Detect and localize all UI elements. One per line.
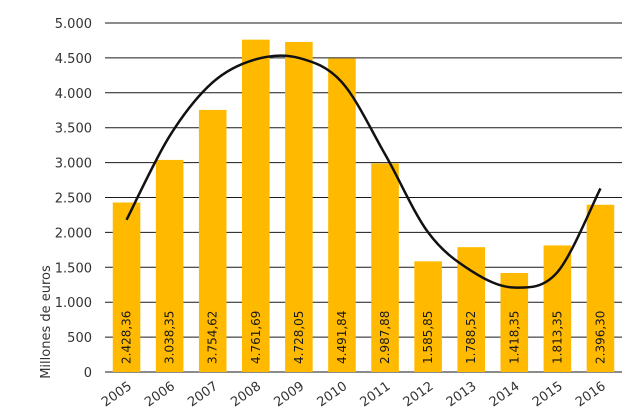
bar-data-label: 2.428,36 bbox=[120, 311, 134, 364]
bar bbox=[500, 272, 529, 372]
bar-data-labels: 2.428,36 3.038,35 3.754,62 4.761,69 4.728,05… bbox=[120, 311, 608, 364]
x-tick-label: 2014 bbox=[487, 379, 523, 410]
gridlines bbox=[105, 22, 622, 373]
y-tick-label: 500 bbox=[67, 331, 92, 346]
y-tick-label: 1.500 bbox=[55, 261, 92, 276]
bar bbox=[198, 109, 227, 372]
bar bbox=[112, 202, 141, 372]
y-tick-label: 4.500 bbox=[55, 52, 92, 67]
bar bbox=[242, 39, 270, 373]
y-tick-label: 3.000 bbox=[55, 157, 92, 172]
bar-data-label: 3.754,62 bbox=[206, 311, 220, 364]
x-axis-ticks: 2005 2006 2007 2008 2009 2010 2011 2012 2013 2014… bbox=[99, 379, 609, 410]
x-tick-label: 2010 bbox=[315, 379, 351, 410]
trend-line bbox=[125, 54, 602, 289]
x-tick-label: 2011 bbox=[358, 379, 394, 410]
bar bbox=[543, 245, 572, 372]
y-tick-label: 2.500 bbox=[55, 192, 92, 207]
x-tick-label: 2005 bbox=[99, 379, 135, 410]
bar bbox=[457, 247, 485, 372]
bar bbox=[371, 163, 399, 372]
x-tick-label: 2012 bbox=[401, 379, 437, 410]
bar-data-label: 1.813,35 bbox=[550, 311, 564, 364]
y-tick-label: 1.000 bbox=[55, 296, 92, 311]
bar bbox=[328, 58, 356, 372]
bar bbox=[586, 204, 615, 372]
bar-data-label: 4.728,05 bbox=[292, 311, 306, 364]
y-tick-label: 3.500 bbox=[55, 122, 92, 137]
bar-data-label: 2.987,88 bbox=[378, 311, 392, 364]
y-axis-title: Millones de euros bbox=[39, 265, 54, 379]
bar-data-label: 1.418,35 bbox=[507, 311, 521, 364]
bar-data-label: 1.585,85 bbox=[421, 311, 435, 364]
bar-data-label: 1.788,52 bbox=[464, 311, 478, 364]
y-tick-label: 4.000 bbox=[55, 87, 92, 102]
x-tick-label: 2007 bbox=[185, 379, 221, 410]
y-tick-label: 0 bbox=[84, 366, 92, 381]
bar-data-label: 4.761,69 bbox=[249, 311, 263, 364]
bar-data-label: 2.396,30 bbox=[593, 311, 607, 364]
bar bbox=[285, 41, 313, 372]
x-tick-label: 2015 bbox=[530, 379, 566, 410]
bar-data-label: 4.491,84 bbox=[335, 311, 349, 364]
x-tick-label: 2008 bbox=[228, 379, 264, 410]
y-tick-label: 2.000 bbox=[55, 226, 92, 241]
x-tick-label: 2013 bbox=[444, 379, 480, 410]
x-tick-label: 2009 bbox=[271, 379, 307, 410]
bars bbox=[112, 39, 615, 373]
x-tick-label: 2016 bbox=[573, 379, 609, 410]
bar-data-label: 3.038,35 bbox=[163, 311, 177, 364]
y-axis-ticks: 0 500 1.000 1.500 2.000 2.500 3.000 3.500 4.000 4… bbox=[55, 17, 92, 381]
bar bbox=[414, 261, 442, 372]
bar bbox=[155, 159, 184, 372]
y-tick-label: 5.000 bbox=[55, 17, 92, 32]
x-tick-label: 2006 bbox=[142, 379, 178, 410]
